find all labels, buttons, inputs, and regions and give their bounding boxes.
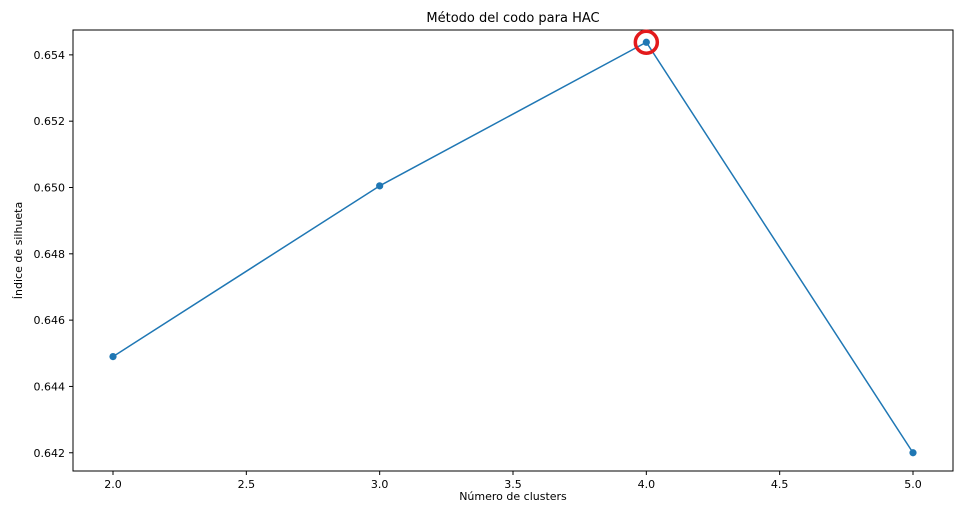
x-tick-label: 2.5 (238, 478, 256, 491)
y-tick-label: 0.642 (34, 447, 66, 460)
chart-title: Método del codo para HAC (426, 11, 599, 26)
y-tick-label: 0.648 (34, 248, 66, 261)
series-layer (109, 29, 917, 457)
y-tick-label: 0.652 (34, 115, 66, 128)
series-line (112, 41, 914, 454)
data-point (909, 449, 917, 457)
y-axis-label: Índice de silhueta (12, 202, 25, 299)
data-point (109, 353, 117, 361)
x-tick-label: 4.5 (771, 478, 789, 491)
y-axis: 0.642 0.644 0.646 0.648 0.650 0.652 0.654 (34, 49, 73, 460)
x-axis: 2.0 2.5 3.0 3.5 4.0 4.5 5.0 (104, 471, 922, 491)
x-tick-label: 5.0 (904, 478, 922, 491)
y-tick-label: 0.654 (34, 49, 66, 62)
x-tick-label: 4.0 (638, 478, 656, 491)
highlight-circle (633, 29, 660, 56)
x-tick-label: 3.5 (504, 478, 522, 491)
x-tick-label: 3.0 (371, 478, 389, 491)
data-point (642, 38, 650, 46)
axes-frame (72, 29, 954, 472)
data-point (376, 182, 384, 190)
y-tick-label: 0.646 (34, 314, 66, 327)
x-tick-label: 2.0 (104, 478, 122, 491)
y-tick-label: 0.650 (34, 182, 66, 195)
x-axis-label: Número de clusters (459, 490, 567, 503)
y-tick-label: 0.644 (34, 380, 66, 393)
